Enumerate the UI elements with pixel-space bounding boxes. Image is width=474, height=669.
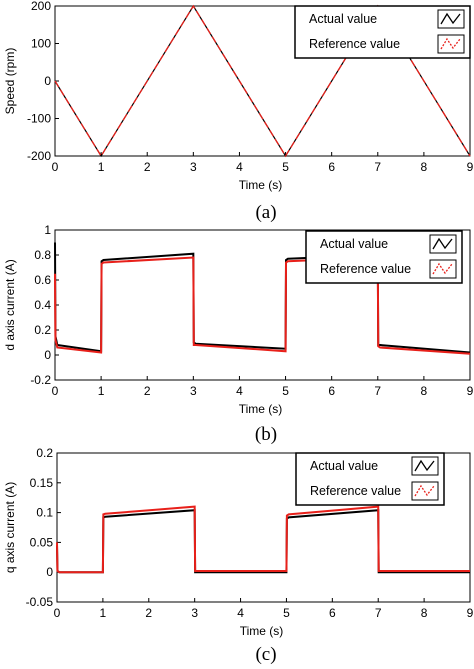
legend-label-actual: Actual value: [310, 459, 378, 473]
y-tick-label: 0: [44, 74, 51, 88]
x-tick-label: 2: [144, 160, 151, 174]
x-tick-label: 1: [98, 384, 105, 398]
x-tick-label: 9: [467, 606, 474, 620]
y-tick-label: 1: [44, 223, 51, 237]
x-axis-label: Time (s): [239, 178, 283, 192]
legend-swatch-actual: [432, 237, 453, 250]
x-tick-label: 4: [236, 160, 243, 174]
y-tick-label: -100: [27, 112, 51, 126]
x-axis-label: Time (s): [240, 624, 284, 638]
x-tick-label: 5: [282, 160, 289, 174]
y-axis-label: Speed (rpm): [3, 48, 17, 115]
x-tick-label: 8: [421, 384, 428, 398]
legend-label-actual: Actual value: [309, 12, 377, 26]
y-tick-label: 0.1: [36, 506, 53, 520]
y-tick-label: 0.05: [30, 535, 54, 549]
x-tick-label: 1: [98, 160, 105, 174]
y-tick-label: 0.6: [34, 273, 51, 287]
legend-label-reference: Reference value: [309, 37, 400, 51]
x-tick-label: 0: [54, 606, 61, 620]
series-line-actual: [56, 509, 470, 574]
panel-caption: (c): [255, 644, 276, 665]
y-tick-label: 0.4: [34, 298, 51, 312]
x-tick-label: 8: [421, 606, 428, 620]
legend-swatch-reference: [414, 484, 435, 497]
y-tick-label: 0: [44, 348, 51, 362]
x-tick-label: 4: [237, 606, 244, 620]
legend-label-reference: Reference value: [310, 484, 401, 498]
y-axis-label: d axis current (A): [3, 259, 17, 350]
legend-swatch-actual: [440, 12, 461, 25]
x-tick-label: 3: [190, 160, 197, 174]
series-line-reference: [54, 256, 471, 355]
series-line-reference: [56, 505, 470, 574]
chart-panel-1: 0 1 2 3 4 5 6 7 8 9 -200 -100 0 100 200 Time (s) Speed (…: [3, 0, 474, 223]
panel-caption: (a): [255, 202, 276, 223]
y-tick-label: -0.2: [30, 373, 51, 387]
x-tick-label: 5: [283, 606, 290, 620]
legend-swatch-actual: [414, 459, 435, 472]
x-tick-label: 2: [145, 606, 152, 620]
y-tick-label: 200: [31, 0, 51, 13]
panel-caption: (b): [255, 424, 277, 445]
x-tick-label: 3: [190, 384, 197, 398]
x-axis-label: Time (s): [239, 402, 283, 416]
legend: Actual value Reference value: [295, 452, 445, 506]
y-tick-label: 0.15: [30, 476, 54, 490]
legend-swatch-reference: [432, 262, 453, 275]
x-tick-label: 0: [52, 384, 59, 398]
x-tick-label: 6: [328, 384, 335, 398]
legend: Actual value Reference value: [294, 5, 471, 59]
y-tick-label: 0: [46, 565, 53, 579]
plot-frame: [56, 452, 471, 603]
x-tick-label: 6: [329, 606, 336, 620]
x-tick-label: 6: [328, 160, 335, 174]
legend-label-reference: Reference value: [320, 262, 411, 276]
legend: Actual value Reference value: [305, 230, 463, 284]
x-tick-label: 4: [236, 384, 243, 398]
x-tick-label: 7: [374, 160, 381, 174]
x-tick-label: 1: [100, 606, 107, 620]
legend-swatch-reference: [440, 37, 461, 50]
x-tick-label: 9: [467, 160, 474, 174]
y-tick-label: 100: [31, 37, 51, 51]
x-tick-label: 7: [374, 384, 381, 398]
x-tick-label: 8: [421, 160, 428, 174]
y-tick-label: 0.2: [36, 446, 53, 460]
y-axis-label: q axis current (A): [3, 482, 17, 573]
x-tick-label: 2: [144, 384, 151, 398]
x-tick-label: 3: [191, 606, 198, 620]
y-tick-label: -200: [27, 149, 51, 163]
x-tick-label: 0: [52, 160, 59, 174]
x-tick-label: 9: [467, 384, 474, 398]
legend-label-actual: Actual value: [320, 237, 388, 251]
x-tick-label: 5: [282, 384, 289, 398]
y-tick-label: 0.8: [34, 248, 51, 262]
x-tick-label: 7: [375, 606, 382, 620]
y-tick-label: 0.2: [34, 323, 51, 337]
y-tick-label: -0.05: [26, 595, 54, 609]
